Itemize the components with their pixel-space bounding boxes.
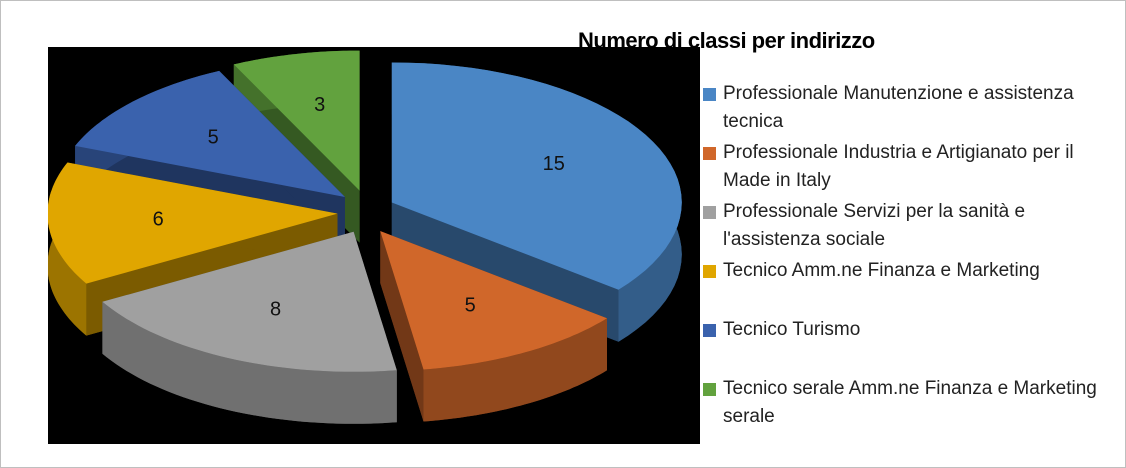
pie-slice <box>380 231 607 370</box>
legend-label: Professionale Manutenzione e assistenza … <box>723 83 1074 132</box>
data-label: 15 <box>543 153 565 175</box>
data-label: 5 <box>465 295 476 317</box>
legend: Professionale Manutenzione e assistenza … <box>703 80 1113 434</box>
plot-area: 15 5 8 6 5 3 <box>48 47 700 444</box>
data-label: 8 <box>270 298 281 320</box>
legend-label: Tecnico Amm.ne Finanza e Marketing <box>723 260 1040 281</box>
legend-item: Professionale Servizi per la sanità e l'… <box>703 198 1113 257</box>
legend-swatch <box>703 88 716 101</box>
slice-wall <box>423 318 607 422</box>
legend-swatch <box>703 383 716 396</box>
legend-item: Tecnico Turismo <box>703 316 1113 375</box>
legend-swatch <box>703 206 716 219</box>
slice-wall <box>102 301 397 424</box>
pie-slice <box>233 50 360 191</box>
legend-item: Tecnico serale Amm.ne Finanza e Marketin… <box>703 375 1113 434</box>
legend-item: Professionale Industria e Artigianato pe… <box>703 139 1113 198</box>
data-label: 5 <box>208 126 219 148</box>
legend-label: Professionale Servizi per la sanità e l'… <box>723 201 1026 250</box>
legend-label: Tecnico Turismo <box>723 319 861 340</box>
legend-item: Professionale Manutenzione e assistenza … <box>703 80 1113 139</box>
pie-slice <box>391 62 682 290</box>
slice-face <box>380 231 424 422</box>
slice <box>391 62 682 342</box>
data-label: 3 <box>314 94 325 116</box>
pie-slice <box>102 231 397 372</box>
legend-label: Professionale Industria e Artigianato pe… <box>723 142 1074 191</box>
pie-slice <box>75 70 345 197</box>
legend-swatch <box>703 324 716 337</box>
chart-title: Numero di classi per indirizzo <box>578 28 875 53</box>
legend-swatch <box>703 147 716 160</box>
data-label: 6 <box>153 208 164 230</box>
slice <box>75 70 345 250</box>
legend-swatch <box>703 265 716 278</box>
pie-slice <box>48 162 338 284</box>
slice <box>102 231 397 424</box>
legend-label: Tecnico serale Amm.ne Finanza e Marketin… <box>723 378 1097 427</box>
legend-item: Tecnico Amm.ne Finanza e Marketing <box>703 257 1113 316</box>
slice <box>380 231 607 422</box>
